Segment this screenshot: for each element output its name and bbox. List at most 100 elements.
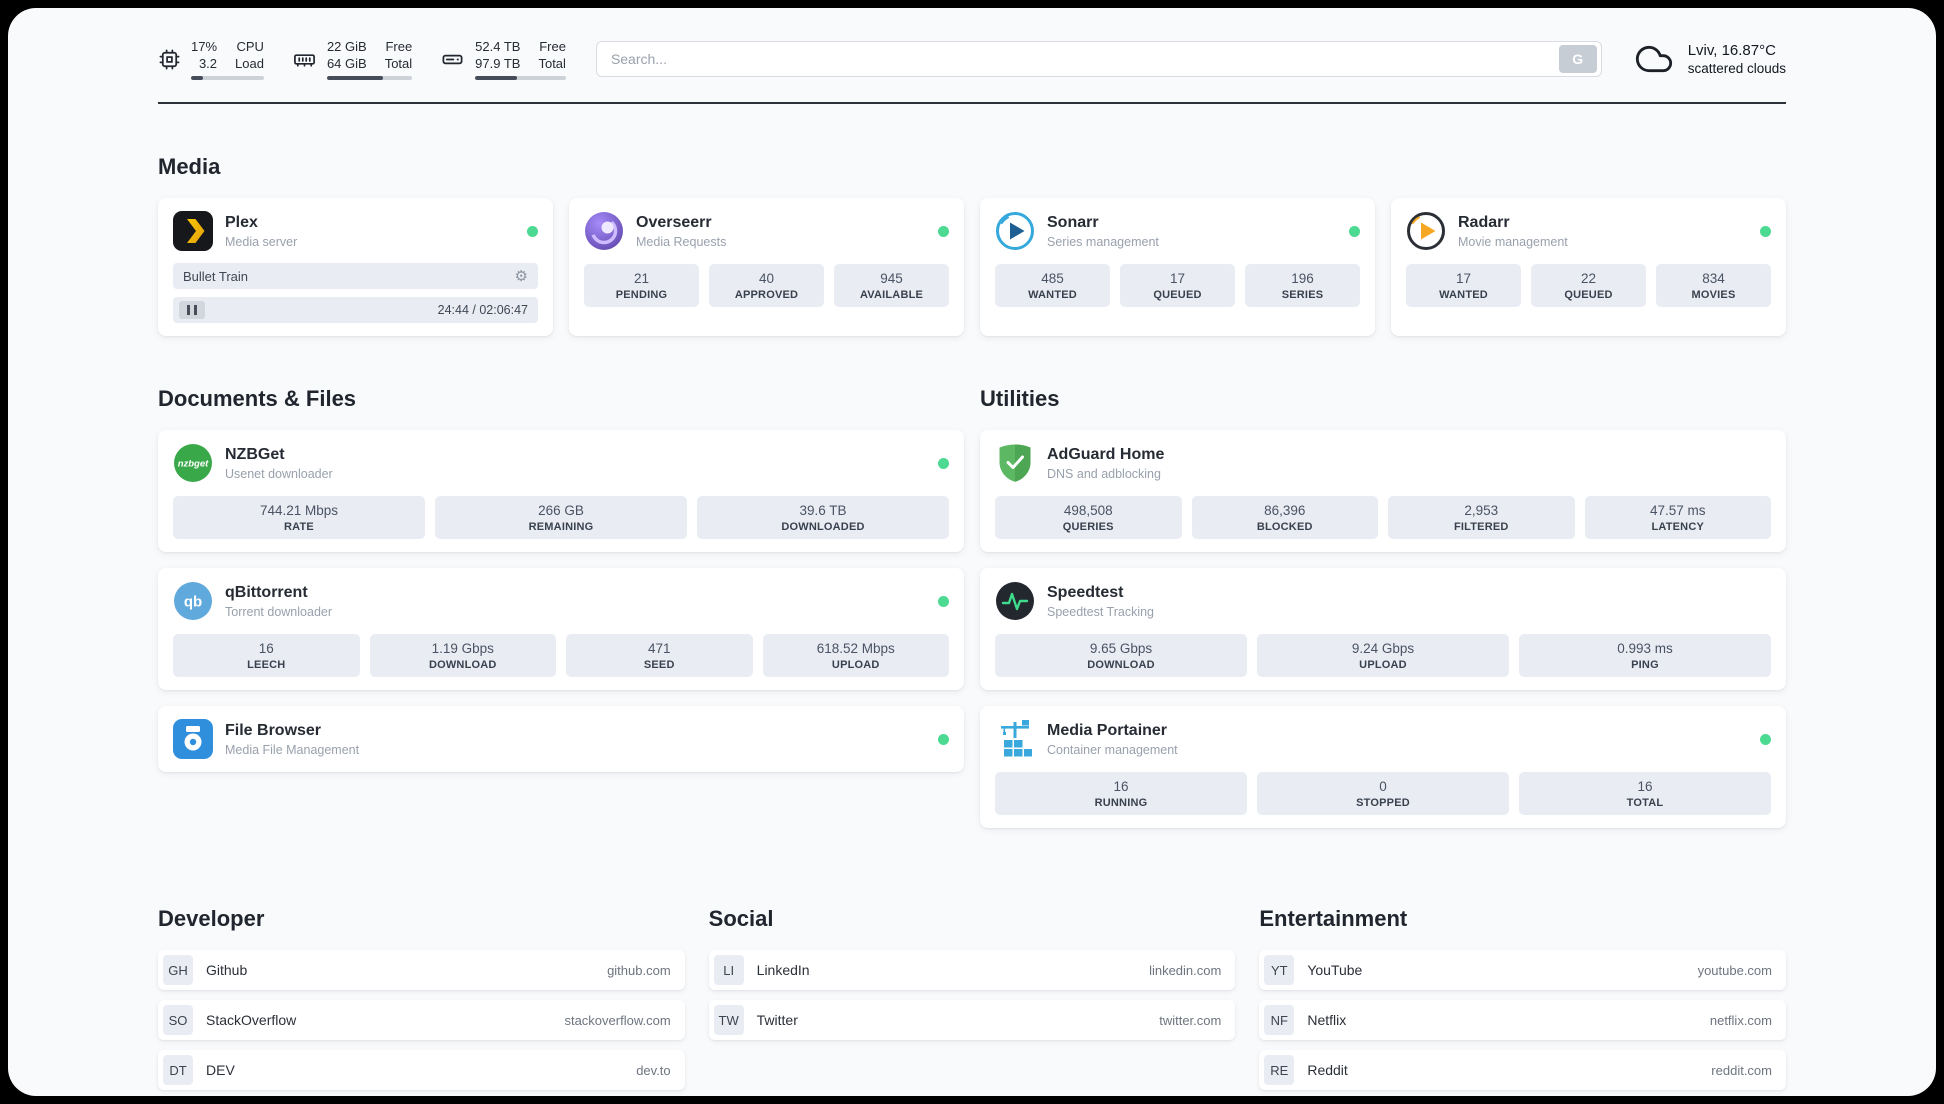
netflix-badge: NF: [1264, 1005, 1295, 1035]
documents-section-heading: Documents & Files: [158, 386, 357, 411]
sonarr-subtitle: Series management: [1047, 234, 1159, 249]
cpu-usage-value: 17%: [191, 39, 218, 54]
disk-total-value: 97.9 TB: [475, 56, 521, 71]
qbittorrent-stat-seed: 471 SEED: [566, 634, 753, 677]
nzbget-stat-remaining: 266 GB REMAINING: [435, 496, 687, 539]
speedtest-icon: [995, 581, 1035, 621]
nzbget-icon: nzbget: [173, 443, 213, 483]
cpu-icon: [158, 48, 181, 71]
github-badge: GH: [163, 955, 193, 985]
bookmark-stackoverflow[interactable]: SO StackOverflow stackoverflow.com: [158, 1000, 685, 1040]
developer-section-heading: Developer: [158, 906, 265, 931]
portainer-card[interactable]: Media Portainer Container management 16 R…: [980, 706, 1786, 828]
qbittorrent-stat-download: 1.19 Gbps DOWNLOAD: [369, 634, 556, 677]
sonarr-title: Sonarr: [1047, 213, 1099, 231]
filebrowser-status-dot: [938, 733, 949, 745]
cpu-monitor: 17% CPU 3.2 Load: [158, 38, 264, 80]
nzbget-status-dot: [938, 457, 949, 469]
dev-badge: DT: [163, 1055, 193, 1085]
system-monitors: 17% CPU 3.2 Load: [158, 38, 566, 80]
speedtest-stat-upload: 9.24 Gbps UPLOAD: [1257, 634, 1509, 677]
qbittorrent-subtitle: Torrent downloader: [225, 604, 333, 619]
ram-monitor: 22 GiB Free 64 GiB Total: [292, 38, 413, 80]
adguard-stat-queries: 498,508 QUERIES: [995, 496, 1182, 539]
linkedin-badge: LI: [713, 955, 744, 985]
cpu-progress-bar: [191, 76, 264, 80]
adguard-stat-filtered: 2,953 FILTERED: [1388, 496, 1575, 539]
plex-player-controls: 24:44 / 02:06:47: [173, 297, 538, 323]
bookmark-netflix[interactable]: NF Netflix netflix.com: [1259, 1000, 1786, 1040]
overseerr-icon: [584, 211, 624, 251]
documents-column: Documents & Files nzbget NZBGet Usenet d…: [158, 336, 964, 788]
cpu-load-value: 3.2: [198, 56, 218, 71]
weather-widget: Lviv, 16.87°C scattered clouds: [1632, 39, 1786, 79]
radarr-stat-movies: 834 MOVIES: [1656, 264, 1771, 307]
bookmark-github[interactable]: GH Github github.com: [158, 950, 685, 990]
filebrowser-card[interactable]: File Browser Media File Management: [158, 706, 964, 772]
ram-total-label: Total: [384, 56, 413, 71]
sonarr-stat-wanted: 485 WANTED: [995, 264, 1110, 307]
nzbget-card[interactable]: nzbget NZBGet Usenet downloader 744.21 M…: [158, 430, 964, 552]
sonarr-card[interactable]: Sonarr Series management 485 WANTED 17 QUE…: [980, 198, 1375, 336]
sonarr-stat-series: 196 SERIES: [1245, 264, 1360, 307]
pause-button[interactable]: [179, 301, 205, 319]
adguard-subtitle: DNS and adblocking: [1047, 466, 1161, 481]
plex-playback-time: 24:44 / 02:06:47: [437, 303, 528, 317]
portainer-title: Media Portainer: [1047, 721, 1168, 739]
plex-now-playing-title: Bullet Train: [183, 268, 249, 284]
qbittorrent-card[interactable]: qb qBittorrent Torrent downloader 16 LEEC…: [158, 568, 964, 690]
radarr-card[interactable]: Radarr Movie management 17 WANTED 22 QUEUE…: [1391, 198, 1786, 336]
disk-total-label: Total: [538, 56, 566, 71]
ram-icon: [292, 48, 317, 71]
ram-total-value: 64 GiB: [326, 56, 367, 71]
plex-subtitle: Media server: [225, 234, 298, 249]
sonarr-status-dot: [1349, 225, 1360, 237]
settings-gear-icon[interactable]: ⚙: [514, 267, 528, 285]
twitter-badge: TW: [713, 1005, 744, 1035]
social-section-heading: Social: [708, 906, 774, 931]
adguard-card[interactable]: AdGuard Home DNS and adblocking 498,508 Q…: [980, 430, 1786, 552]
weather-location: Lviv, 16.87°C: [1687, 42, 1776, 59]
plex-card[interactable]: Plex Media server Bullet Train ⚙ 24:44 /…: [158, 198, 553, 336]
adguard-stat-latency: 47.57 ms LATENCY: [1584, 496, 1771, 539]
svg-text:qb: qb: [184, 594, 202, 611]
cpu-label: CPU: [236, 39, 264, 54]
disk-icon: [440, 48, 465, 71]
radarr-stat-wanted: 17 WANTED: [1406, 264, 1521, 307]
portainer-stat-stopped: 0 STOPPED: [1257, 772, 1509, 815]
adguard-icon: [995, 443, 1035, 483]
filebrowser-title: File Browser: [225, 721, 322, 739]
search-engine-button[interactable]: G: [1558, 45, 1597, 73]
overseerr-card[interactable]: Overseerr Media Requests 21 PENDING 40 APP…: [569, 198, 964, 336]
weather-condition: scattered clouds: [1687, 61, 1786, 76]
media-section-heading: Media: [158, 154, 221, 179]
bookmark-linkedin[interactable]: LI LinkedIn linkedin.com: [708, 950, 1236, 990]
bookmark-youtube[interactable]: YT YouTube youtube.com: [1259, 950, 1786, 990]
search-input[interactable]: [610, 51, 1559, 67]
portainer-stat-total: 16 TOTAL: [1519, 772, 1771, 815]
disk-free-value: 52.4 TB: [475, 39, 521, 54]
bookmark-reddit[interactable]: RE Reddit reddit.com: [1259, 1050, 1786, 1090]
entertainment-bookmarks: Entertainment YT YouTube youtube.com NF …: [1259, 844, 1786, 1096]
ram-free-value: 22 GiB: [326, 39, 367, 54]
overseerr-stat-available: 945 AVAILABLE: [834, 264, 949, 307]
bookmark-dev[interactable]: DT DEV dev.to: [158, 1050, 685, 1090]
media-grid: Plex Media server Bullet Train ⚙ 24:44 /…: [158, 198, 1786, 336]
speedtest-stat-download: 9.65 Gbps DOWNLOAD: [995, 634, 1247, 677]
disk-progress-bar: [475, 76, 566, 80]
nzbget-title: NZBGet: [225, 445, 285, 463]
adguard-stat-blocked: 86,396 BLOCKED: [1191, 496, 1378, 539]
svg-text:nzbget: nzbget: [178, 459, 209, 470]
qbittorrent-stat-upload: 618.52 Mbps UPLOAD: [762, 634, 949, 677]
dashboard-page: 17% CPU 3.2 Load: [8, 8, 1936, 1096]
stackoverflow-badge: SO: [163, 1005, 193, 1035]
sonarr-stat-queued: 17 QUEUED: [1120, 264, 1235, 307]
radarr-icon: [1406, 211, 1446, 251]
radarr-status-dot: [1760, 225, 1771, 237]
overseerr-stat-pending: 21 PENDING: [584, 264, 699, 307]
bookmark-twitter[interactable]: TW Twitter twitter.com: [708, 1000, 1236, 1040]
sonarr-icon: [995, 211, 1035, 251]
speedtest-card[interactable]: Speedtest Speedtest Tracking 9.65 Gbps DO…: [980, 568, 1786, 690]
radarr-title: Radarr: [1458, 213, 1510, 231]
nzbget-stat-rate: 744.21 Mbps RATE: [173, 496, 425, 539]
